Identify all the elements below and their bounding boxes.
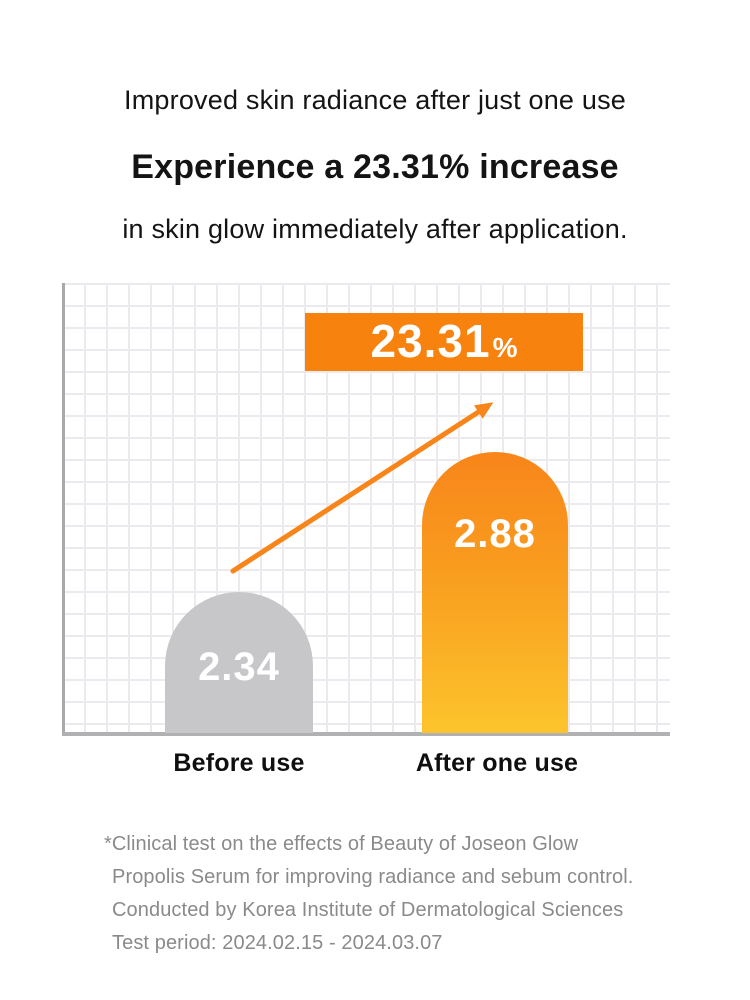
footnote: *Clinical test on the effects of Beauty … [104,828,633,960]
footnote-line-4: Test period: 2024.02.15 - 2024.03.07 [112,932,443,954]
category-label-before-use: Before use [173,749,305,777]
headline-line1: Improved skin radiance after just one us… [124,85,626,115]
increase-badge: 23.31% [305,313,583,371]
headline-line3: in skin glow immediately after applicati… [122,214,628,244]
bar-chart: 2.34 2.88 23.31% [62,283,670,736]
bar-before-use: 2.34 [165,592,313,733]
x-axis-line [62,732,670,736]
footnote-line-1: *Clinical test on the effects of Beauty … [104,833,579,855]
badge-percent-sign: % [492,332,518,363]
footnote-line-3: Conducted by Korea Institute of Dermatol… [112,899,624,921]
category-label-after-one-use: After one use [415,749,579,777]
y-axis-line [62,283,65,736]
bar-value-before: 2.34 [198,645,280,689]
badge-value: 23.31 [370,315,491,367]
footnote-line-2: Propolis Serum for improving radiance an… [112,866,634,888]
headline-emphasis: Experience a 23.31% increase [131,148,619,186]
bar-value-after: 2.88 [454,512,536,556]
bar-after-one-use: 2.88 [422,452,568,733]
